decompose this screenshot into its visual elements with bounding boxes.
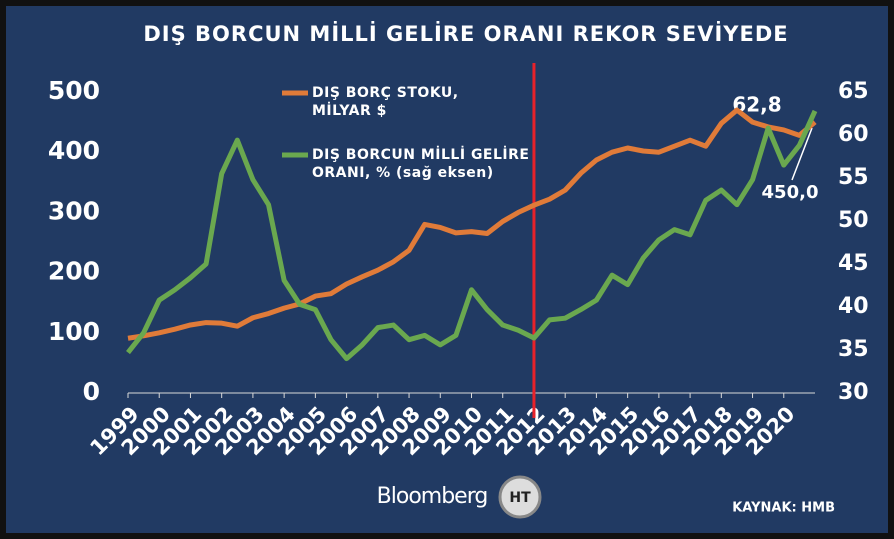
source: KAYNAK: HMB	[732, 501, 835, 516]
y2-tick-label: 35	[838, 337, 869, 362]
y2-tick-label: 45	[838, 251, 869, 276]
series-line	[127, 107, 817, 341]
legend-label: DIŞ BORÇ STOKU, MİLYAR $	[312, 85, 459, 119]
annotation: 450,0	[762, 182, 819, 203]
annotation-pointer	[791, 127, 813, 181]
y2-tick-label: 50	[838, 208, 869, 233]
y2-tick-label: 55	[838, 165, 869, 190]
y2-tick-label: 40	[838, 294, 869, 319]
y2-tick-label: 30	[838, 380, 869, 405]
series-line	[126, 109, 818, 362]
y-tick-label: 200	[48, 257, 100, 286]
y-tick-label: 400	[48, 136, 100, 165]
y-tick-label: 100	[48, 317, 100, 346]
chart-title: DIŞ BORCUN MİLLİ GELİRE ORANI REKOR SEVİ…	[143, 21, 788, 46]
y-tick-label: 0	[83, 377, 100, 406]
y-tick-label: 500	[48, 76, 100, 105]
y-tick-label: 300	[48, 196, 100, 225]
background	[6, 6, 888, 533]
y2-tick-label: 65	[838, 79, 869, 104]
logo-badge-circle	[498, 475, 542, 519]
logo: Bloomberg	[377, 484, 488, 509]
y2-tick-label: 60	[838, 122, 869, 147]
legend-label: DIŞ BORCUN MİLLİ GELİRE ORANI, % (sağ ek…	[312, 147, 530, 181]
logo-badge: HT	[509, 490, 531, 506]
